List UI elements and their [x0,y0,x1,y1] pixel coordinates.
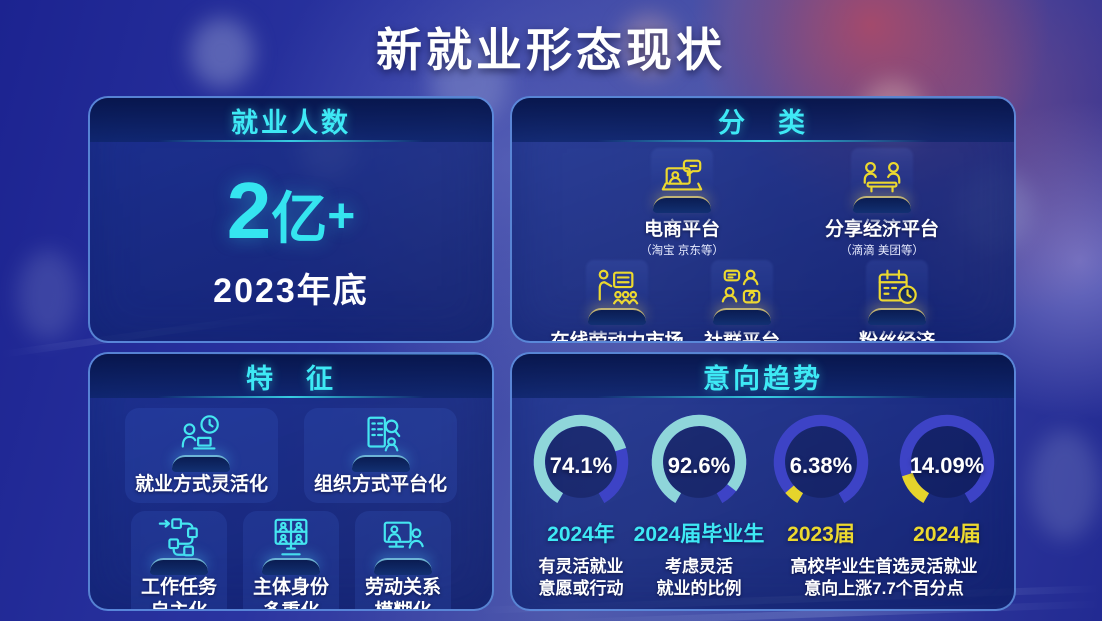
panel-features: 特 征 就业方式灵活化 [88,352,494,611]
feature-label: 就业方式灵活化 [134,474,268,495]
gauge-label: 2023届 [787,523,855,546]
panel-categories-title: 分 类 [718,107,808,138]
panel-categories-header: 分 类 [512,98,1014,142]
gauge-arc [651,414,747,510]
feature-label: 劳动关系 模糊化 [365,576,442,611]
employment-count-number: 2 [226,166,272,255]
platform-organization-icon [366,416,400,452]
gauge-arc [773,414,869,510]
categories-row-1: 电商平台 （淘宝 京东等） 分享经济平台 （滴滴 美团等） [512,148,1014,258]
gauge-value: 74.1% [549,453,613,479]
multiple-identity-icon [274,518,308,556]
gauge-2024-class: 14.09% [895,410,999,514]
employment-count-plus: + [327,190,356,243]
feature-item-flexible-employment: 就业方式灵活化 [124,408,278,503]
sharing-economy-icon [863,161,901,193]
blurred-relations-icon [383,521,424,549]
gauge-label: 2024届 [913,523,981,546]
panel-trends-header: 意向趋势 [512,354,1014,398]
background-blob [190,18,254,88]
employment-asof: 2023年底 [213,272,369,310]
category-label: 电商平台 [643,219,720,240]
background-blob [620,14,678,76]
feature-item-multiple-identity: 主体身份 多重化 [242,510,339,611]
features-row-1: 就业方式灵活化 组织方式平台化 [90,408,492,503]
pedestal-dome [713,308,771,325]
gauge-2024-flexible-intent: 74.1% [529,410,633,514]
pedestal-dome [588,308,646,325]
page-title: 新就业形态现状 [376,24,726,76]
pedestal-dome [261,557,320,575]
pedestal-dome [653,196,711,213]
category-item-online-labor-market: 在线劳动力市场 （任务众包） [551,260,684,341]
category-label: 社群平台 [703,331,780,343]
feature-item-task-autonomy: 工作任务 自主化 [130,510,227,611]
feature-item-blurred-relations: 劳动关系 模糊化 [355,510,452,611]
panel-features-title: 特 征 [246,363,336,394]
pedestal-dome [868,308,926,325]
gauge-2024-graduates: 92.6% [647,410,751,514]
task-autonomy-icon [158,517,198,557]
flexible-employment-icon [182,415,220,450]
category-item-community-platform: 社群平台 （安利等） [682,260,802,343]
panel-features-header: 特 征 [90,354,492,398]
gauge-arc [533,414,629,510]
feature-label: 工作任务 自主化 [140,576,217,611]
gauge-label: 2024年 [547,523,615,546]
gauge-value: 6.38% [789,453,853,479]
gauge-2023-class: 6.38% [769,410,873,514]
gauge-caption-shared: 高校毕业生首选灵活就业 意向上涨7.7个百分点 [790,557,978,599]
employment-count-unit: 亿 [271,187,328,250]
gauge-label: 2024届毕业生 [633,523,765,546]
pedestal-dome [172,455,231,472]
gauge-arc [899,414,995,510]
category-item-fan-economy: 粉丝经济 （知识技能等展示及服务） [802,260,992,343]
category-label: 分享经济平台 [824,219,939,240]
feature-label: 组织方式平台化 [314,474,448,495]
category-item-ecommerce: 电商平台 （淘宝 京东等） [607,148,757,258]
pedestal-dome [853,196,911,213]
feature-label: 主体身份 多重化 [252,576,329,611]
pedestal-dome [149,557,208,575]
community-platform-icon [721,269,761,304]
panel-employment: 就业人数 2亿+ 2023年底 [88,96,494,343]
gauge-caption: 考虑灵活 就业的比例 [656,557,742,599]
category-label: 在线劳动力市场 [550,331,684,343]
panel-employment-header: 就业人数 [90,98,492,142]
categories-row-2: 在线劳动力市场 （任务众包） 社群平台 （安利等） [512,260,1014,343]
panel-categories: 分 类 电商平台 （淘宝 京东等） [510,96,1016,343]
employment-count: 2亿+ [227,171,356,251]
ecommerce-platform-icon [661,159,703,191]
features-row-2: 工作任务 自主化 主体身份 多重化 [90,510,492,611]
pedestal-dome [374,557,432,575]
category-item-sharing-economy: 分享经济平台 （滴滴 美团等） [787,148,977,258]
panel-employment-title: 就业人数 [231,107,351,138]
gauge-value: 92.6% [667,453,731,479]
online-labor-market-icon [598,269,639,305]
background-blob [1030,430,1100,540]
employment-body: 2亿+ 2023年底 [90,142,492,341]
pedestal-dome [351,455,410,472]
gauge-value: 14.09% [909,453,985,479]
fan-economy-icon [878,269,917,304]
gauge-caption: 有灵活就业 意愿或行动 [538,557,624,599]
panel-trends: 意向趋势 74.1% 92.6% [510,352,1016,611]
category-sublabel: （滴滴 美团等） [840,245,924,257]
background-blob [18,250,78,340]
panel-trends-title: 意向趋势 [703,363,823,394]
category-label: 粉丝经济 [858,331,935,343]
trends-gauge-grid: 74.1% 92.6% 6.38% [512,398,1014,600]
category-sublabel: （淘宝 京东等） [640,245,724,257]
feature-item-platform-organization: 组织方式平台化 [304,408,458,503]
